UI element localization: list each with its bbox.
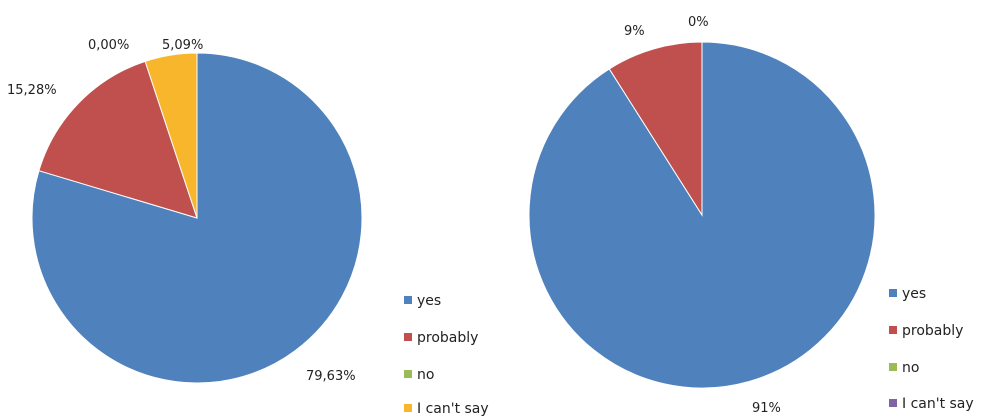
pie-chart-left: 79,63% 15,28% 0,00% 5,09% yes probably n… [7,38,489,417]
legend-entry-no: no [417,367,434,383]
legend-swatch-yes [889,289,897,297]
slice-probably [608,41,703,217]
legend-swatch-no [404,370,412,378]
legend-right: yes probably no I can't say [889,286,974,412]
legend-entry-yes: yes [417,293,441,309]
slice-probably [38,60,198,219]
legend-entry-probably: probably [902,323,963,339]
slice-label-no: 0% [688,15,709,30]
slice-label-probably: 15,28% [7,83,57,98]
legend-entry-cant-say: I can't say [902,396,974,412]
legend-swatch-no [889,363,897,371]
legend-entry-cant-say: I can't say [417,401,489,417]
legend-left: yes probably no I can't say [404,293,489,417]
legend-swatch-probably [404,333,412,341]
pie-slices-left [31,52,363,384]
legend-swatch-yes [404,296,412,304]
legend-swatch-probably [889,326,897,334]
legend-entry-yes: yes [902,286,926,302]
slice-label-probably: 9% [624,24,645,39]
slice-label-yes: 79,63% [306,369,356,384]
slice-label-yes: 91% [752,401,781,416]
slice-label-no: 0,00% [88,38,129,53]
slice-cant-say [144,52,198,219]
slice-label-cant-say: 5,09% [162,38,203,53]
pie-slices-right [528,41,876,389]
legend-swatch-cant-say [404,404,412,412]
legend-entry-no: no [902,360,919,376]
legend-entry-probably: probably [417,330,478,346]
legend-swatch-cant-say [889,399,897,407]
pie-chart-right: 91% 9% 0% yes probably no I can't say [528,15,974,416]
